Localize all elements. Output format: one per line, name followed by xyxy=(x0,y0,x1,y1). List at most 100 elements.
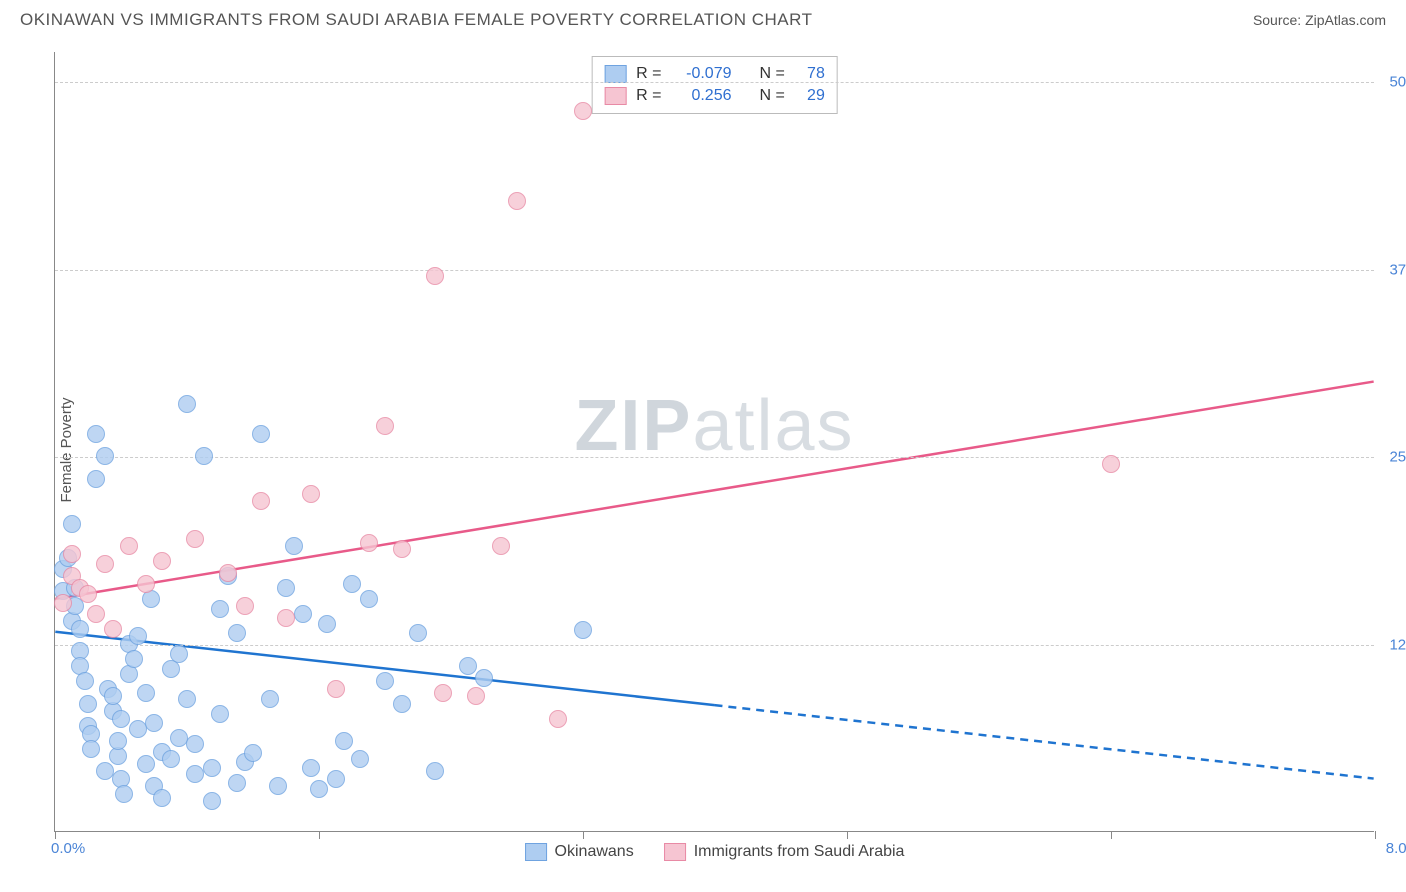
data-point xyxy=(125,650,143,668)
data-point xyxy=(137,575,155,593)
x-tick xyxy=(1375,831,1376,839)
data-point xyxy=(178,690,196,708)
data-point xyxy=(63,545,81,563)
data-point xyxy=(211,705,229,723)
data-point xyxy=(96,555,114,573)
data-point xyxy=(145,714,163,732)
data-point xyxy=(360,590,378,608)
data-point xyxy=(137,755,155,773)
data-point xyxy=(351,750,369,768)
data-point xyxy=(96,762,114,780)
data-point xyxy=(244,744,262,762)
data-point xyxy=(508,192,526,210)
source-label: Source: ZipAtlas.com xyxy=(1253,12,1386,28)
data-point xyxy=(327,770,345,788)
stat-row: R =0.256N =29 xyxy=(604,85,825,107)
data-point xyxy=(335,732,353,750)
correlation-stats-box: R =-0.079N =78R =0.256N =29 xyxy=(591,56,838,114)
data-point xyxy=(318,615,336,633)
data-point xyxy=(252,492,270,510)
data-point xyxy=(63,515,81,533)
data-point xyxy=(426,762,444,780)
legend: OkinawansImmigrants from Saudi Arabia xyxy=(525,843,905,861)
y-tick-label: 50.0% xyxy=(1389,74,1406,91)
data-point xyxy=(310,780,328,798)
legend-swatch xyxy=(664,843,686,861)
data-point xyxy=(162,750,180,768)
data-point xyxy=(302,759,320,777)
r-value: -0.079 xyxy=(672,65,732,83)
x-tick xyxy=(319,831,320,839)
data-point xyxy=(228,624,246,642)
data-point xyxy=(178,395,196,413)
data-point xyxy=(261,690,279,708)
data-point xyxy=(120,537,138,555)
data-point xyxy=(294,605,312,623)
data-point xyxy=(574,621,592,639)
x-tick xyxy=(847,831,848,839)
data-point xyxy=(79,695,97,713)
legend-swatch xyxy=(525,843,547,861)
data-point xyxy=(129,627,147,645)
data-point xyxy=(467,687,485,705)
data-point xyxy=(549,710,567,728)
x-axis-min-label: 0.0% xyxy=(51,840,85,857)
data-point xyxy=(170,645,188,663)
n-value: 29 xyxy=(795,87,825,105)
chart-title: OKINAWAN VS IMMIGRANTS FROM SAUDI ARABIA… xyxy=(20,10,813,30)
data-point xyxy=(302,485,320,503)
data-point xyxy=(79,585,97,603)
x-axis-max-label: 8.0% xyxy=(1386,840,1406,857)
data-point xyxy=(277,579,295,597)
data-point xyxy=(115,785,133,803)
x-tick xyxy=(1111,831,1112,839)
data-point xyxy=(475,669,493,687)
data-point xyxy=(96,447,114,465)
data-point xyxy=(327,680,345,698)
data-point xyxy=(82,740,100,758)
series-swatch xyxy=(604,65,626,83)
data-point xyxy=(87,425,105,443)
gridline xyxy=(55,270,1374,271)
data-point xyxy=(153,789,171,807)
data-point xyxy=(376,672,394,690)
data-point xyxy=(393,695,411,713)
data-point xyxy=(71,620,89,638)
gridline xyxy=(55,82,1374,83)
data-point xyxy=(459,657,477,675)
data-point xyxy=(393,540,411,558)
y-tick-label: 25.0% xyxy=(1389,449,1406,466)
data-point xyxy=(574,102,592,120)
data-point xyxy=(1102,455,1120,473)
watermark: ZIPatlas xyxy=(574,385,854,467)
gridline xyxy=(55,645,1374,646)
n-value: 78 xyxy=(795,65,825,83)
r-label: R = xyxy=(636,87,661,105)
data-point xyxy=(76,672,94,690)
data-point xyxy=(104,620,122,638)
data-point xyxy=(203,759,221,777)
data-point xyxy=(109,732,127,750)
data-point xyxy=(203,792,221,810)
data-point xyxy=(186,530,204,548)
x-tick xyxy=(583,831,584,839)
data-point xyxy=(376,417,394,435)
data-point xyxy=(219,564,237,582)
x-tick xyxy=(55,831,56,839)
y-tick-label: 37.5% xyxy=(1389,261,1406,278)
data-point xyxy=(87,605,105,623)
data-point xyxy=(269,777,287,795)
data-point xyxy=(211,600,229,618)
data-point xyxy=(492,537,510,555)
data-point xyxy=(186,765,204,783)
data-point xyxy=(277,609,295,627)
data-point xyxy=(153,552,171,570)
data-point xyxy=(137,684,155,702)
data-point xyxy=(54,594,72,612)
n-label: N = xyxy=(760,87,785,105)
data-point xyxy=(186,735,204,753)
data-point xyxy=(129,720,147,738)
data-point xyxy=(426,267,444,285)
y-tick-label: 12.5% xyxy=(1389,636,1406,653)
data-point xyxy=(409,624,427,642)
